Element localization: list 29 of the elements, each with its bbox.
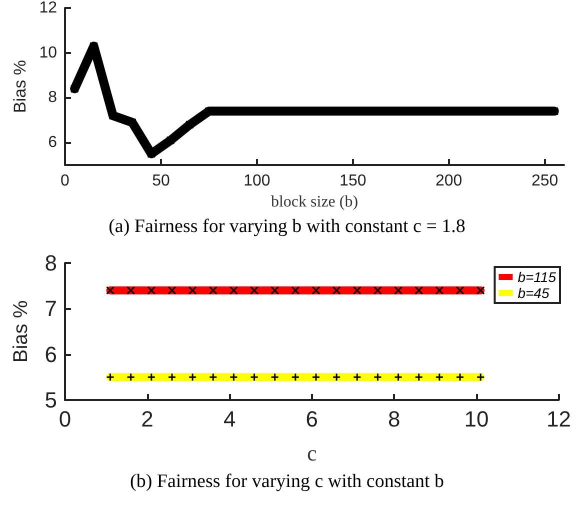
y-axis-title: Bias % [10,300,32,363]
y-tick-label: 6 [44,342,57,367]
x-tick-label: 0 [58,406,72,432]
x-tick-label: 50 [152,172,170,190]
x-axis-title: block size (b) [270,193,358,210]
y-tick-label: 8 [48,89,58,106]
y-tick-label: 8 [44,250,57,276]
legend-label: b=45 [518,285,550,301]
x-tick-label: 8 [388,406,400,432]
x-tick-label: 2 [141,406,154,432]
y-tick-label: 7 [44,296,57,322]
text: (b) Fairness for varying c with constant b [130,471,444,492]
y-tick-label: 5 [44,388,57,412]
y-axis-title: Bias % [10,60,30,113]
x-tick-label: 6 [306,406,318,432]
y-tick-label: 10 [39,44,58,62]
x-tick-label: 100 [244,172,270,190]
x-axis-title: c [307,440,317,466]
x-tick-label: 10 [464,406,489,432]
x-tick-label: 4 [223,406,236,432]
x-tick-label: 200 [435,172,462,190]
x-tick-label: 0 [60,172,70,190]
x-tick-label: 150 [340,172,366,190]
legend-label: b=115 [518,269,556,285]
x-tick-label: 250 [531,172,558,190]
text: (a) Fairness for varying b with constant c = 1.8 [108,216,466,237]
y-tick-label: 6 [48,134,58,152]
y-tick-label: 12 [39,0,58,16]
x-tick-label: 12 [546,406,572,432]
